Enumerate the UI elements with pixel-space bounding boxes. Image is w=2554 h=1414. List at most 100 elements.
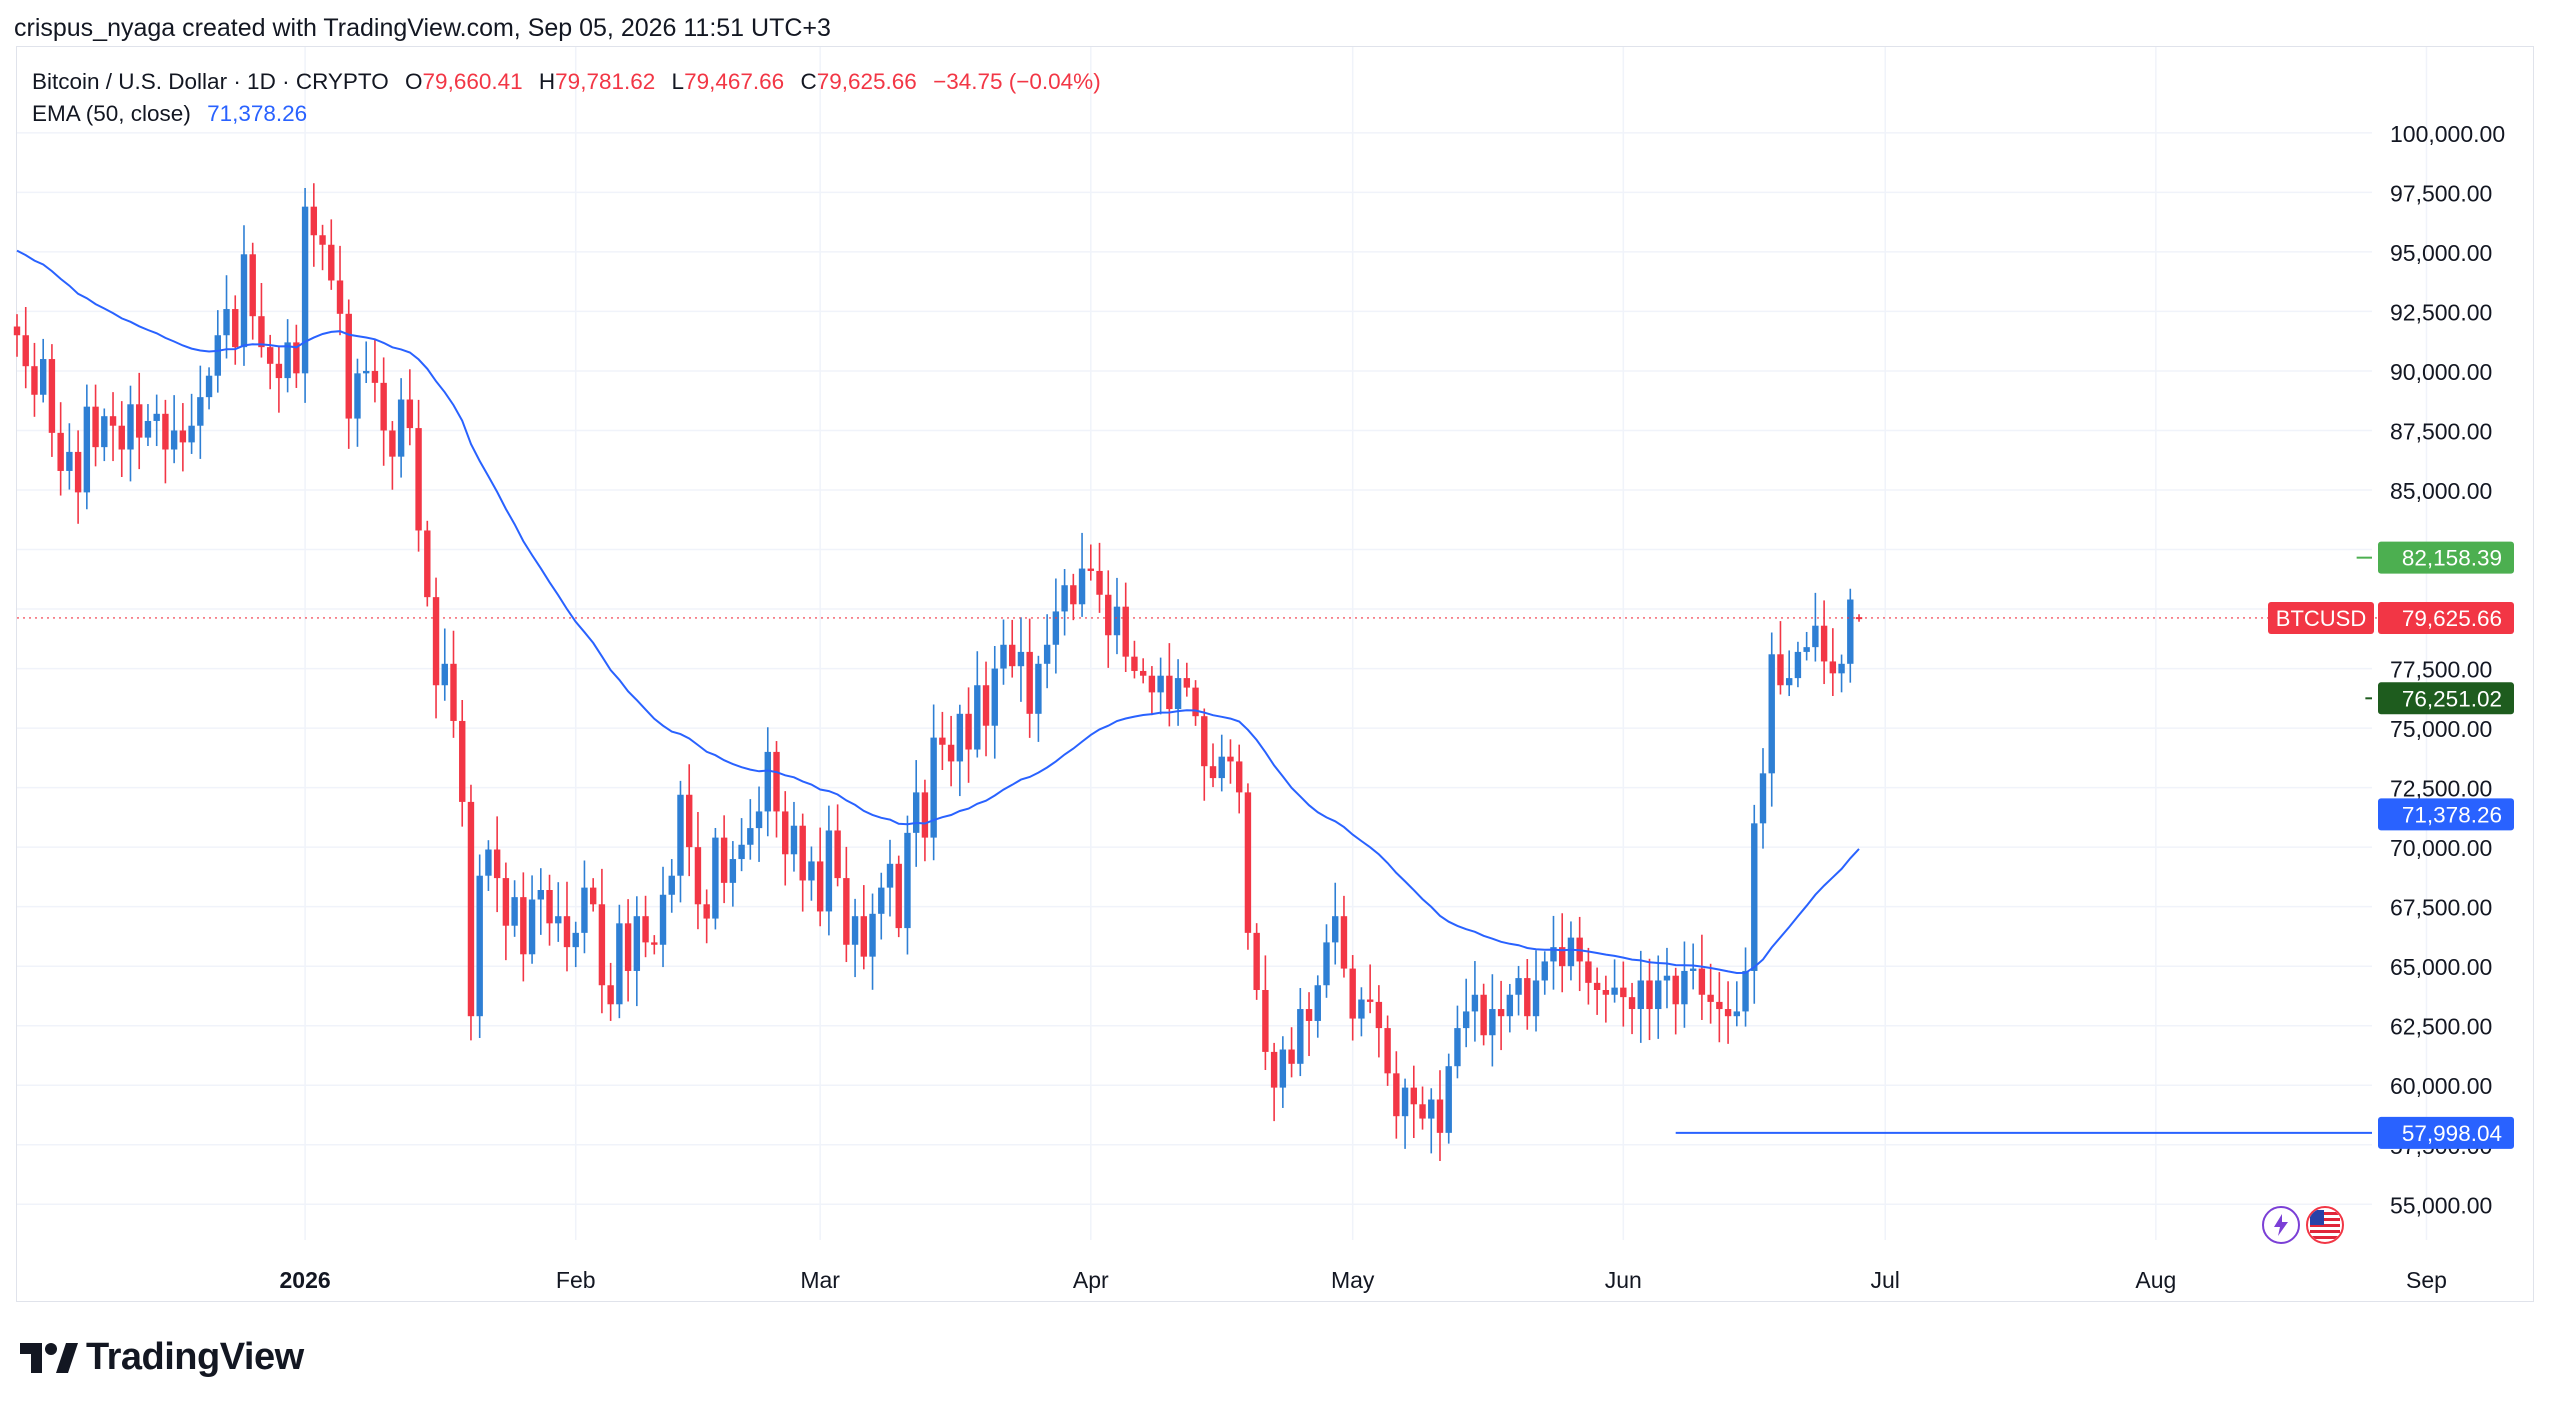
candle-body <box>729 859 737 883</box>
legend-ohlc-row: Bitcoin / U.S. Dollar · 1D · CRYPTO O79,… <box>32 66 1101 98</box>
candle-body <box>808 861 815 881</box>
candle-body <box>275 363 283 379</box>
x-tick-label: Aug <box>2135 1267 2176 1293</box>
tradingview-logo[interactable]: TradingView <box>20 1336 304 1379</box>
candle-body <box>1567 937 1575 967</box>
chart-badges <box>2262 1206 2344 1244</box>
candle-body <box>1270 1051 1278 1088</box>
price-tag <box>2378 682 2514 715</box>
x-tick-label: Feb <box>556 1267 596 1293</box>
candle-body <box>118 425 125 450</box>
candle-body <box>266 347 274 364</box>
candle-body <box>188 425 195 443</box>
candle-body <box>1471 994 1479 1012</box>
grid <box>17 47 2428 1240</box>
candle-body <box>22 335 29 367</box>
candle-body <box>502 878 510 926</box>
candle-body <box>1785 678 1793 686</box>
x-tick-label: Jun <box>1605 1267 1642 1293</box>
candle-body <box>1524 978 1531 1017</box>
candle-body <box>249 254 256 317</box>
candle-body <box>1201 716 1208 767</box>
candle-body <box>1812 625 1819 648</box>
candle-body <box>1358 999 1365 1019</box>
candle-body <box>1332 916 1339 943</box>
candle-body <box>1061 585 1068 612</box>
price-tag-label: 79,625.66 <box>2402 606 2502 631</box>
candle-body <box>223 309 230 336</box>
legend-ema-label: EMA (50, close) <box>32 101 191 126</box>
candle-body <box>686 794 693 848</box>
candle-body <box>301 206 309 374</box>
candle-body <box>1017 651 1025 667</box>
chart-frame[interactable] <box>16 46 2534 1302</box>
candle-body <box>1454 1028 1461 1067</box>
candle-body <box>1803 647 1810 652</box>
candle-body <box>1637 980 1644 1010</box>
candle-body <box>1113 606 1121 636</box>
candle-body <box>1253 932 1260 990</box>
price-tag <box>2378 541 2514 574</box>
candle-body <box>1646 980 1653 1010</box>
y-tick-label: 60,000.00 <box>2390 1073 2492 1099</box>
candle-body <box>162 413 169 450</box>
candle-body <box>782 811 789 855</box>
candle-body <box>432 597 440 686</box>
candle-body <box>1628 997 1636 1010</box>
candle-body <box>991 668 998 726</box>
candle-body <box>1105 594 1112 636</box>
x-tick-label: 2026 <box>280 1267 331 1293</box>
candle-body <box>1716 1001 1723 1010</box>
candle-body <box>624 923 632 971</box>
candle-body <box>668 875 675 895</box>
candle-body <box>912 792 920 833</box>
candle-body <box>179 430 187 443</box>
price-tag-label: 82,158.39 <box>2402 546 2502 571</box>
symbol-tag <box>2268 601 2374 634</box>
candle-body <box>607 985 614 1005</box>
symbol-tag-label: BTCUSD <box>2276 606 2366 631</box>
candle-body <box>31 366 38 395</box>
candle-body <box>878 887 885 914</box>
candle-body <box>974 685 981 750</box>
candle-body <box>39 359 47 395</box>
candle-body <box>1742 970 1749 1012</box>
candle-body <box>232 309 239 348</box>
candle-body <box>633 916 641 971</box>
candle-body <box>1436 1099 1444 1133</box>
candle-body <box>537 890 544 900</box>
candle-body <box>48 359 56 433</box>
candle-body <box>965 713 972 750</box>
candle-body <box>1349 968 1356 1019</box>
price-tag <box>2378 601 2514 634</box>
legend-ema-row[interactable]: EMA (50, close) 71,378.26 <box>32 98 1101 130</box>
candle-body <box>1009 644 1016 667</box>
candle-body <box>834 830 841 879</box>
candle-body <box>83 406 91 493</box>
y-tick-label: 55,000.00 <box>2390 1192 2492 1218</box>
candle-body <box>555 916 562 924</box>
candle-body <box>1393 1073 1400 1117</box>
y-tick-label: 72,500.00 <box>2390 776 2492 802</box>
candle-body <box>1000 644 1007 669</box>
candle-body <box>1506 994 1514 1017</box>
candle-body <box>790 825 798 855</box>
legend-symbol[interactable]: Bitcoin / U.S. Dollar · 1D · CRYPTO <box>32 69 389 94</box>
lightning-icon[interactable] <box>2262 1206 2300 1244</box>
candle-body <box>1384 1028 1391 1074</box>
y-tick-label: 67,500.00 <box>2390 895 2492 921</box>
candle-body <box>895 863 902 929</box>
candle-body <box>886 863 894 888</box>
candle-body <box>74 451 82 493</box>
candle-body <box>1541 961 1548 981</box>
candle-body <box>677 794 684 876</box>
legend-ema-value: 71,378.26 <box>207 101 308 126</box>
candle-body <box>1777 654 1784 686</box>
candle-body <box>1428 1099 1435 1119</box>
candle-body <box>1218 756 1225 779</box>
x-tick-label: Mar <box>800 1267 840 1293</box>
candle-body <box>92 406 99 448</box>
y-tick-label: 90,000.00 <box>2390 359 2492 385</box>
us-flag-icon[interactable] <box>2306 1206 2344 1244</box>
